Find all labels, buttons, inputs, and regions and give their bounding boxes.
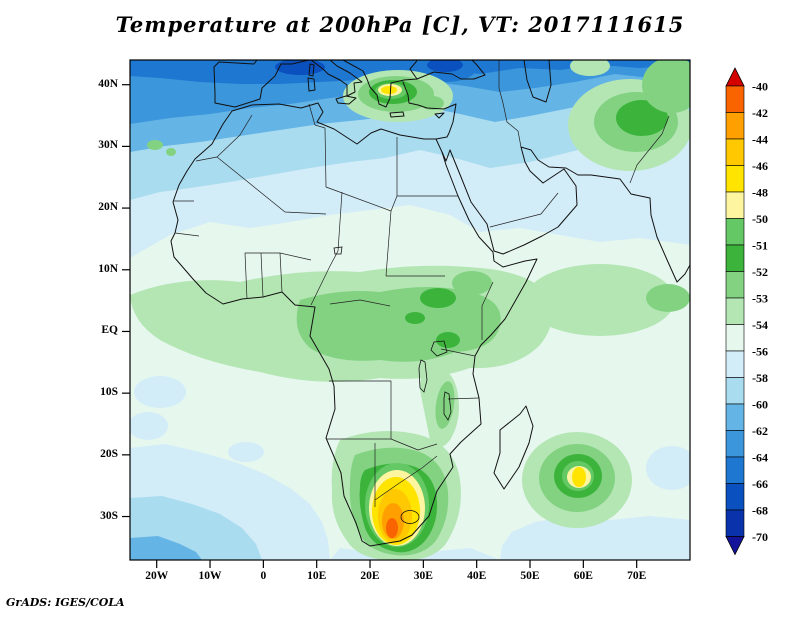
colorbar-arrow-top (725, 67, 745, 87)
colorbar-label: -42 (752, 106, 768, 120)
colorbar-segment (725, 271, 745, 299)
colorbar-segment (725, 324, 745, 352)
colorbar-segment (725, 218, 745, 246)
colorbar-segment (725, 377, 745, 405)
colorbar-segment (725, 165, 745, 193)
lesotho-border (400, 510, 420, 524)
colorbar-label: -60 (752, 398, 768, 412)
axis-tick-marks (122, 84, 638, 568)
colorbar-label: -54 (752, 318, 768, 332)
colorbar-label: -64 (752, 451, 768, 465)
colorbar-segment (725, 297, 745, 325)
colorbar-segment (725, 456, 745, 484)
colorbar-label: -66 (752, 477, 768, 491)
colorbar-label: -58 (752, 371, 768, 385)
colorbar-segment (725, 191, 745, 219)
colorbar-segment (725, 112, 745, 140)
colorbar-label: -46 (752, 159, 768, 173)
colorbar: -40 -42 -44 -46 -48 -50 -51 -52 -53 -54 -56 -58 -60 -… (725, 67, 768, 556)
colorbar-label: -53 (752, 292, 768, 306)
colorbar-segment (725, 350, 745, 378)
country-borders (173, 60, 670, 507)
colorbar-label: -68 (752, 504, 768, 518)
colorbar-segment (725, 244, 745, 272)
plot-frame (129, 59, 691, 561)
lakes (333, 246, 452, 524)
colorbar-segment (725, 403, 745, 431)
colorbar-label: -62 (752, 424, 768, 438)
plot-title: Temperature at 200hPa [C], VT: 201711161… (115, 12, 685, 37)
grads-credit: GrADS: IGES/COLA (6, 596, 125, 609)
colorbar-label: -44 (752, 133, 768, 147)
colorbar-segment (725, 430, 745, 458)
colorbar-segment (725, 85, 745, 113)
colorbar-segment (725, 483, 745, 511)
colorbar-arrow-bottom (725, 536, 745, 556)
colorbar-segment (725, 138, 745, 166)
colorbar-label: -48 (752, 186, 768, 200)
colorbar-label: -40 (752, 80, 768, 94)
colorbar-label: -56 (752, 345, 768, 359)
temperature-fill-layers (130, 60, 690, 560)
colorbar-label: -50 (752, 212, 768, 226)
colorbar-label: -70 (752, 530, 768, 544)
colorbar-label: -51 (752, 239, 768, 253)
colorbar-segment (725, 509, 745, 537)
colorbar-label: -52 (752, 265, 768, 279)
